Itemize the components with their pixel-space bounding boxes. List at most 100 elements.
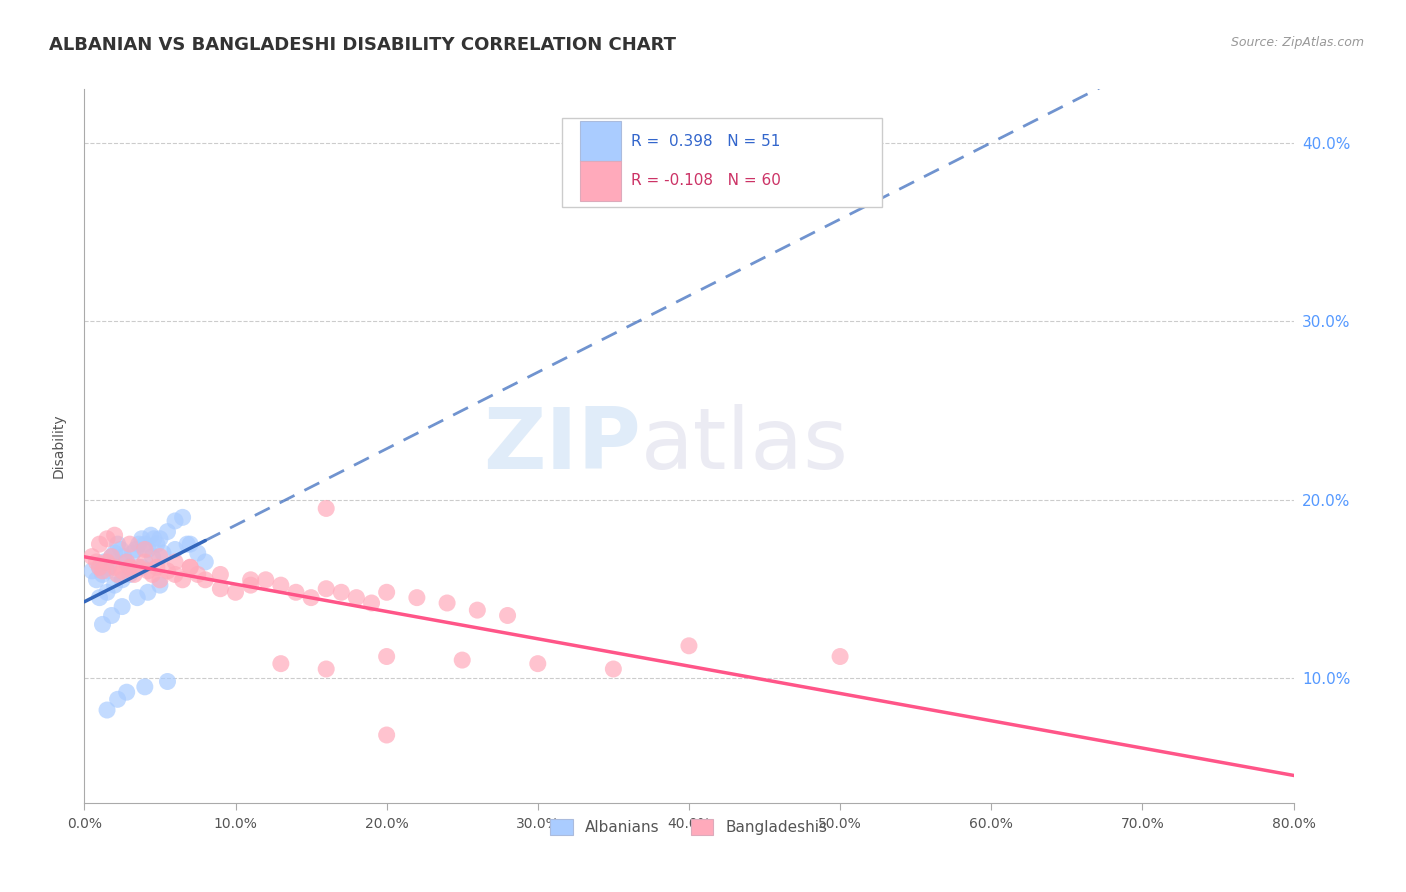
Point	[96, 555, 118, 569]
Point	[127, 591, 149, 605]
Point	[299, 591, 322, 605]
FancyBboxPatch shape	[581, 121, 621, 161]
Point	[179, 560, 201, 574]
FancyBboxPatch shape	[562, 118, 883, 207]
Point	[97, 560, 120, 574]
Point	[346, 591, 368, 605]
Point	[602, 662, 624, 676]
Point	[187, 546, 209, 560]
Point	[149, 549, 172, 564]
Point	[375, 728, 398, 742]
Point	[152, 546, 174, 560]
Point	[104, 546, 127, 560]
Point	[100, 549, 122, 564]
Point	[315, 501, 337, 516]
Point	[194, 555, 217, 569]
Point	[118, 537, 141, 551]
Point	[149, 573, 172, 587]
Point	[91, 564, 114, 578]
Point	[100, 549, 122, 564]
Text: atlas: atlas	[641, 404, 849, 488]
Point	[131, 532, 153, 546]
Point	[285, 585, 308, 599]
Point	[375, 585, 398, 599]
Point	[96, 564, 118, 578]
Point	[107, 537, 129, 551]
Point	[165, 567, 187, 582]
Point	[89, 560, 111, 574]
Point	[91, 617, 114, 632]
Point	[172, 573, 194, 587]
Point	[96, 703, 118, 717]
Point	[139, 528, 162, 542]
Point	[112, 549, 135, 564]
Point	[115, 555, 138, 569]
Point	[89, 591, 111, 605]
Point	[93, 555, 115, 569]
Point	[111, 599, 134, 614]
Point	[136, 564, 159, 578]
Text: ZIP: ZIP	[482, 404, 641, 488]
Point	[118, 560, 141, 574]
Point	[107, 567, 129, 582]
Point	[134, 555, 156, 569]
Point	[165, 542, 187, 557]
Point	[128, 560, 150, 574]
Point	[187, 567, 209, 582]
Point	[467, 603, 489, 617]
Point	[142, 532, 165, 546]
Point	[270, 657, 292, 671]
Point	[118, 567, 141, 582]
Point	[111, 564, 134, 578]
Point	[156, 674, 179, 689]
Point	[80, 549, 103, 564]
FancyBboxPatch shape	[581, 161, 621, 201]
Point	[406, 591, 429, 605]
Point	[451, 653, 474, 667]
Point	[315, 582, 337, 596]
Point	[104, 578, 127, 592]
Point	[134, 542, 156, 557]
Point	[115, 685, 138, 699]
Point	[128, 537, 150, 551]
Point	[239, 578, 262, 592]
Point	[830, 649, 852, 664]
Point	[104, 528, 127, 542]
Point	[136, 585, 159, 599]
Y-axis label: Disability: Disability	[52, 414, 66, 478]
Point	[115, 555, 138, 569]
Point	[125, 542, 148, 557]
Point	[134, 680, 156, 694]
Point	[360, 596, 382, 610]
Legend: Albanians, Bangladeshis: Albanians, Bangladeshis	[544, 814, 834, 841]
Point	[80, 564, 103, 578]
Point	[270, 578, 292, 592]
Point	[179, 560, 201, 574]
Point	[96, 585, 118, 599]
Point	[91, 567, 114, 582]
Point	[141, 567, 163, 582]
Point	[209, 582, 232, 596]
Point	[146, 537, 169, 551]
Point	[496, 608, 519, 623]
Point	[122, 567, 145, 582]
Point	[315, 662, 337, 676]
Point	[146, 560, 169, 574]
Point	[156, 524, 179, 539]
Point	[121, 546, 143, 560]
Point	[165, 555, 187, 569]
Point	[141, 549, 163, 564]
Point	[149, 578, 172, 592]
Point	[89, 560, 111, 574]
Text: R = -0.108   N = 60: R = -0.108 N = 60	[631, 173, 780, 188]
Point	[156, 564, 179, 578]
Point	[104, 560, 127, 574]
Point	[89, 537, 111, 551]
Point	[176, 537, 198, 551]
Point	[527, 657, 550, 671]
Point	[100, 608, 122, 623]
Point	[136, 542, 159, 557]
Point	[330, 585, 353, 599]
Point	[96, 532, 118, 546]
Point	[111, 573, 134, 587]
